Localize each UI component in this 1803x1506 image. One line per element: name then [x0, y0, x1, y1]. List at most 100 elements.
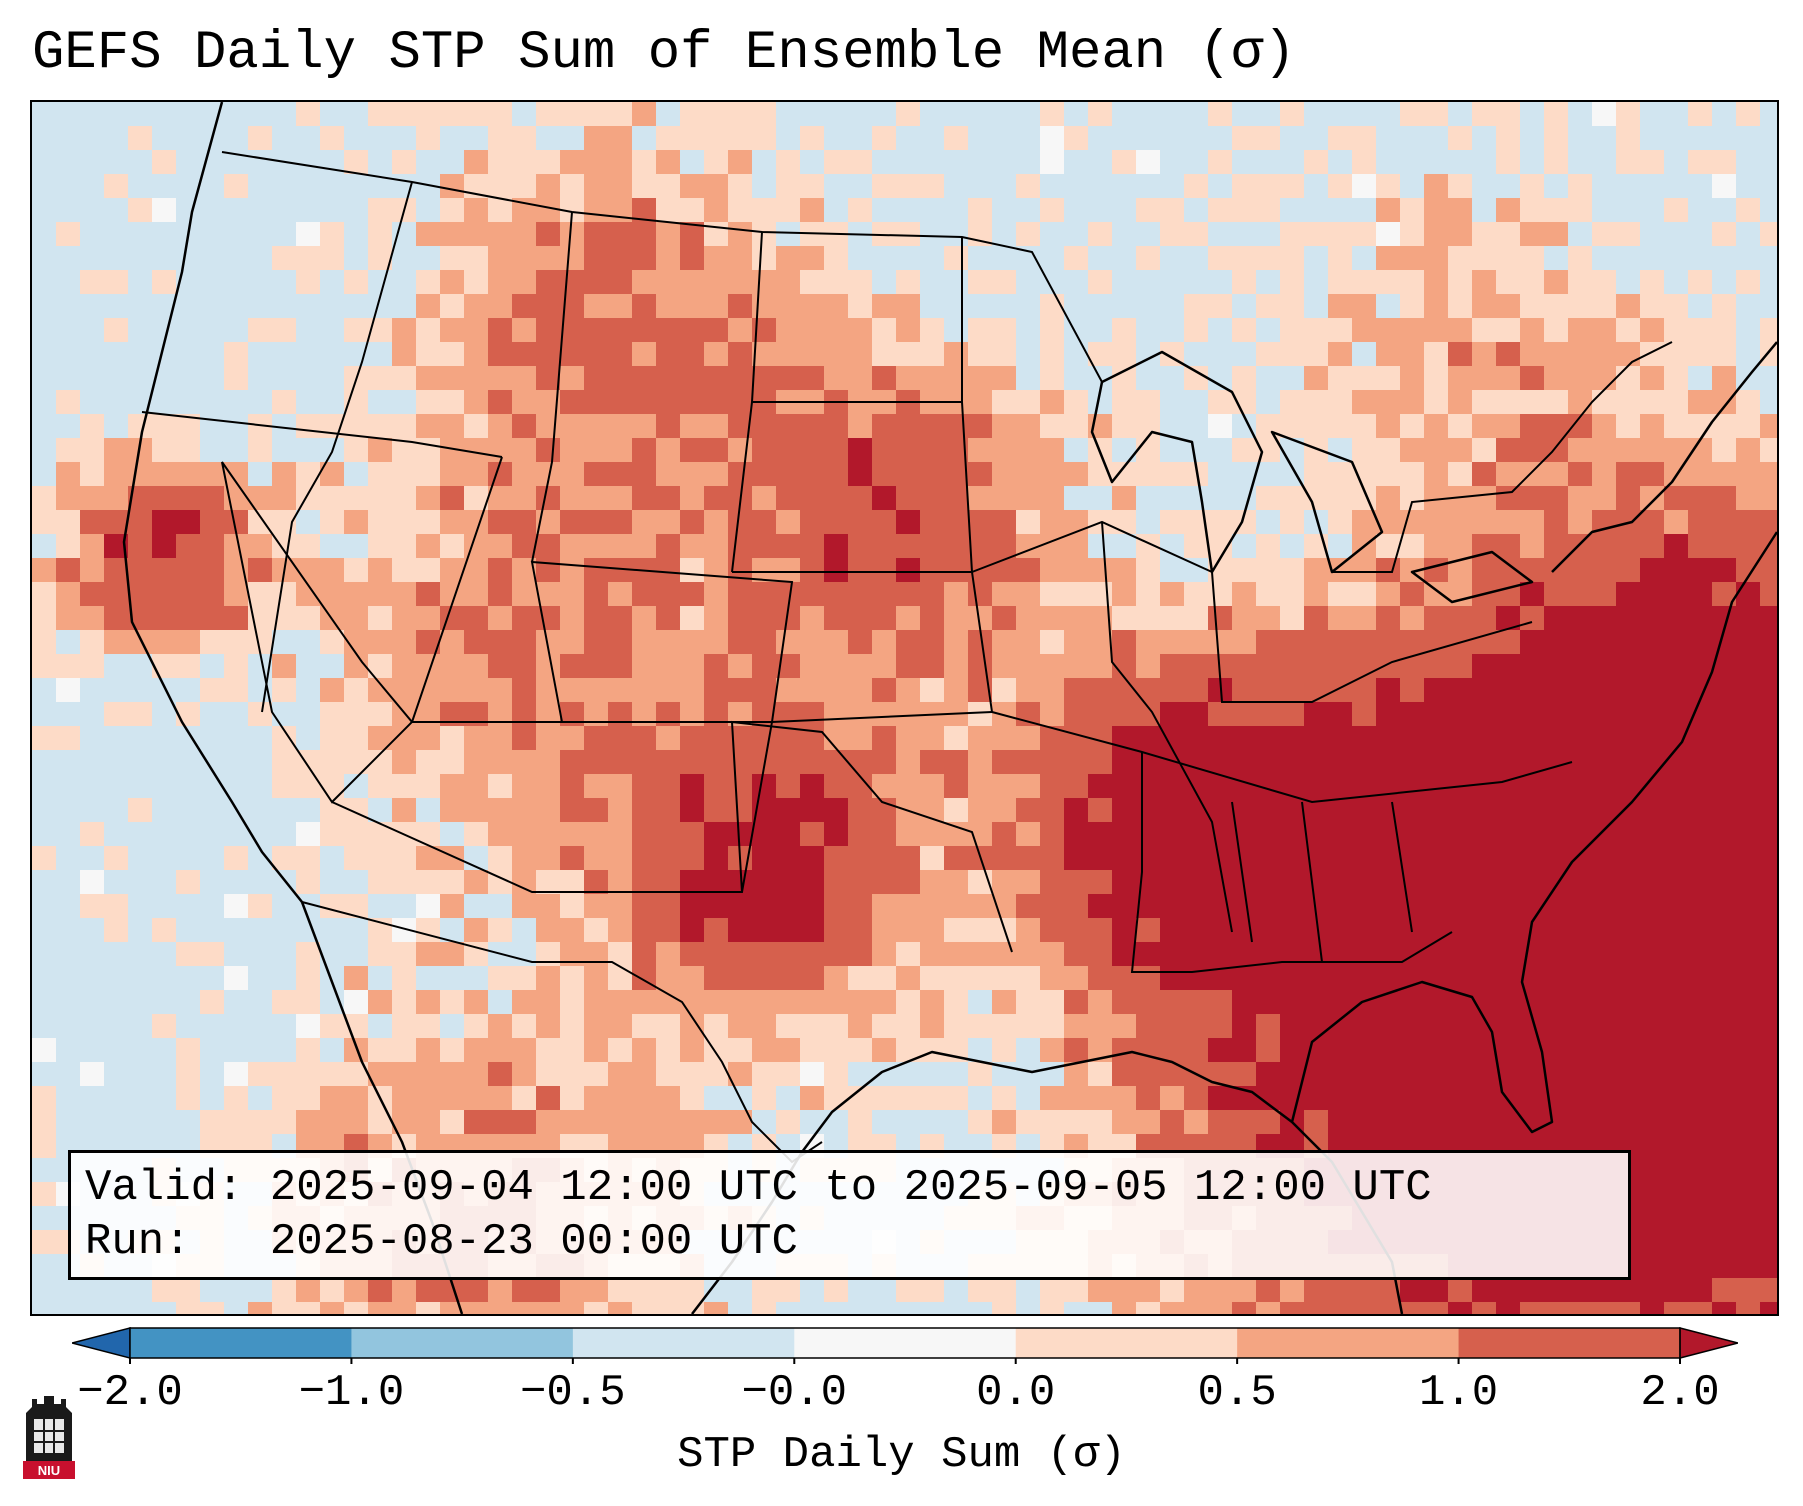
- heatmap-cell: [1616, 534, 1640, 558]
- heatmap-cell: [896, 1086, 920, 1110]
- heatmap-cell: [80, 894, 104, 918]
- heatmap-cell: [1184, 726, 1208, 750]
- heatmap-cell: [1424, 558, 1448, 582]
- heatmap-cell: [1040, 414, 1064, 438]
- heatmap-cell: [296, 270, 320, 294]
- heatmap-cell: [512, 606, 536, 630]
- heatmap-cell: [440, 630, 464, 654]
- heatmap-cell: [944, 342, 968, 366]
- heatmap-cell: [368, 222, 392, 246]
- heatmap-cell: [416, 750, 440, 774]
- heatmap-cell: [512, 150, 536, 174]
- heatmap-cell: [800, 294, 824, 318]
- heatmap-cell: [1352, 1014, 1376, 1038]
- heatmap-cell: [1664, 870, 1688, 894]
- heatmap-cell: [1424, 270, 1448, 294]
- heatmap-cell: [1640, 606, 1664, 630]
- heatmap-cell: [1280, 750, 1304, 774]
- heatmap-cell: [1544, 102, 1568, 126]
- heatmap-cell: [1112, 1278, 1136, 1302]
- heatmap-cell: [776, 486, 800, 510]
- heatmap-cell: [1256, 294, 1280, 318]
- heatmap-cell: [1184, 534, 1208, 558]
- heatmap-cell: [704, 246, 728, 270]
- heatmap-cell: [776, 774, 800, 798]
- heatmap-cell: [152, 270, 176, 294]
- heatmap-cell: [1328, 246, 1352, 270]
- heatmap-cell: [704, 798, 728, 822]
- heatmap-cell: [776, 1278, 800, 1302]
- heatmap-cell: [1664, 678, 1688, 702]
- heatmap-cell: [1304, 366, 1328, 390]
- heatmap-cell: [1592, 390, 1616, 414]
- heatmap-cell: [680, 534, 704, 558]
- heatmap-cell: [488, 798, 512, 822]
- heatmap-cell: [632, 1086, 656, 1110]
- heatmap-cell: [1688, 270, 1712, 294]
- heatmap-cell: [536, 150, 560, 174]
- heatmap-cell: [1568, 606, 1592, 630]
- heatmap-cell: [1760, 798, 1777, 822]
- heatmap-cell: [1592, 630, 1616, 654]
- heatmap-cell: [1088, 942, 1112, 966]
- heatmap-cell: [1304, 390, 1328, 414]
- heatmap-cell: [1568, 726, 1592, 750]
- heatmap-cell: [1040, 750, 1064, 774]
- heatmap-cell: [344, 1302, 368, 1314]
- heatmap-cell: [608, 654, 632, 678]
- heatmap-cell: [80, 558, 104, 582]
- heatmap-cell: [1688, 1134, 1712, 1158]
- heatmap-cell: [80, 486, 104, 510]
- heatmap-cell: [1760, 438, 1777, 462]
- heatmap-cell: [1400, 270, 1424, 294]
- heatmap-cell: [728, 342, 752, 366]
- heatmap-cell: [1304, 558, 1328, 582]
- heatmap-cell: [1160, 510, 1184, 534]
- colorbar-segment: [130, 1328, 352, 1358]
- heatmap-cell: [1040, 102, 1064, 126]
- heatmap-cell: [920, 558, 944, 582]
- heatmap-cell: [1592, 414, 1616, 438]
- heatmap-cell: [728, 318, 752, 342]
- heatmap-cell: [1376, 1086, 1400, 1110]
- heatmap-cell: [392, 102, 416, 126]
- heatmap-cell: [944, 678, 968, 702]
- heatmap-cell: [32, 510, 56, 534]
- heatmap-cell: [1736, 678, 1760, 702]
- heatmap-cell: [608, 126, 632, 150]
- heatmap-cell: [1328, 462, 1352, 486]
- heatmap-cell: [992, 510, 1016, 534]
- heatmap-cell: [1280, 510, 1304, 534]
- heatmap-cell: [632, 774, 656, 798]
- heatmap-cell: [488, 726, 512, 750]
- heatmap-cell: [656, 678, 680, 702]
- heatmap-cell: [488, 1278, 512, 1302]
- heatmap-cell: [1448, 1110, 1472, 1134]
- heatmap-cell: [704, 966, 728, 990]
- heatmap-cell: [464, 1302, 488, 1314]
- heatmap-cell: [752, 486, 776, 510]
- heatmap-cell: [608, 270, 632, 294]
- heatmap-cell: [704, 126, 728, 150]
- heatmap-cell: [1472, 726, 1496, 750]
- heatmap-cell: [704, 654, 728, 678]
- heatmap-cell: [464, 534, 488, 558]
- heatmap-cell: [968, 774, 992, 798]
- heatmap-cell: [392, 654, 416, 678]
- heatmap-cell: [968, 318, 992, 342]
- heatmap-cell: [1640, 654, 1664, 678]
- heatmap-cell: [1280, 822, 1304, 846]
- heatmap-cell: [560, 966, 584, 990]
- heatmap-cell: [992, 1110, 1016, 1134]
- heatmap-cell: [824, 270, 848, 294]
- heatmap-cell: [320, 750, 344, 774]
- heatmap-cell: [1040, 630, 1064, 654]
- heatmap-cell: [752, 1062, 776, 1086]
- heatmap-cell: [752, 222, 776, 246]
- heatmap-cell: [1136, 1014, 1160, 1038]
- heatmap-cell: [1352, 726, 1376, 750]
- heatmap-cell: [800, 606, 824, 630]
- heatmap-cell: [560, 1086, 584, 1110]
- heatmap-cell: [416, 558, 440, 582]
- heatmap-cell: [1424, 1302, 1448, 1314]
